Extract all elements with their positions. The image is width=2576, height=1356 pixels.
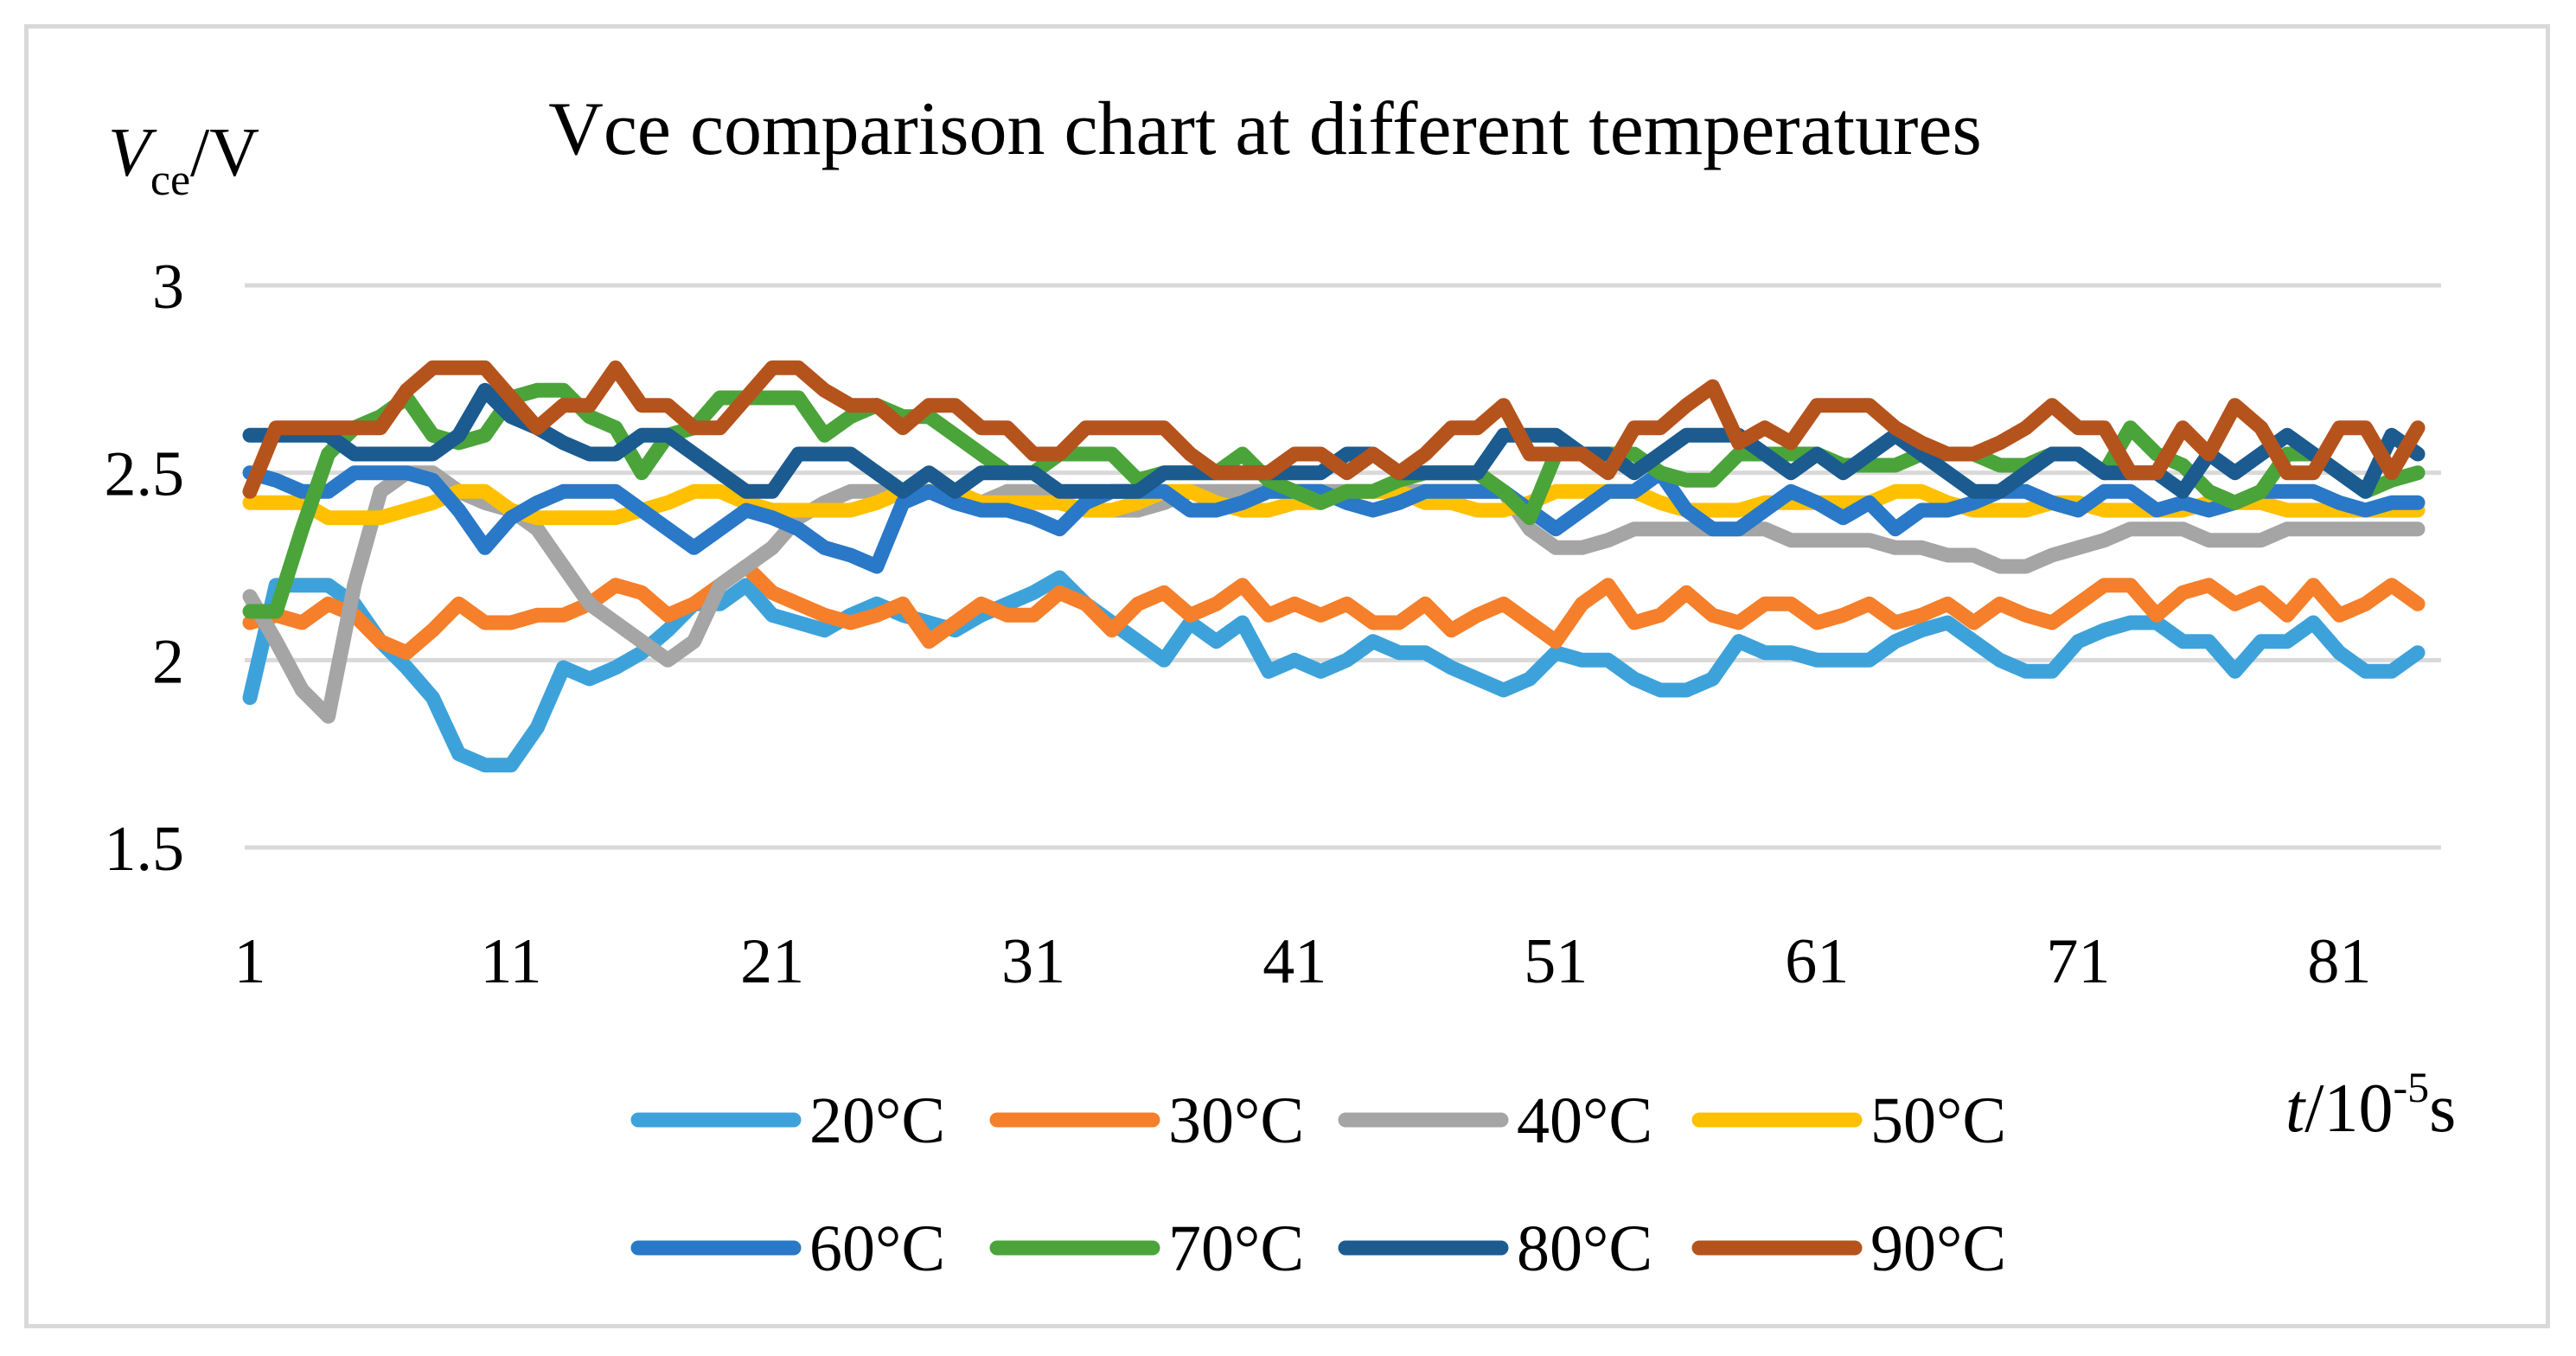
x-axis-label-exp: -5 <box>2393 1063 2429 1111</box>
x-tick-label: 1 <box>234 926 266 997</box>
x-tick-label: 81 <box>2307 926 2371 997</box>
x-tick-label: 11 <box>480 926 541 997</box>
x-tick-label: 21 <box>740 926 804 997</box>
legend-label: 90°C <box>1870 1212 2006 1285</box>
y-tick-label: 2 <box>152 626 184 697</box>
x-tick-label: 71 <box>2046 926 2110 997</box>
chart-title: Vce comparison chart at different temper… <box>548 87 1981 171</box>
legend-label: 60°C <box>809 1212 945 1285</box>
legend-label: 70°C <box>1168 1212 1304 1285</box>
x-tick-label: 41 <box>1262 926 1326 997</box>
chart-frame: Vce comparison chart at different temper… <box>24 24 2550 1328</box>
legend: 20°C 30°C 40°C 50°C 60°C 70°C 80°C 90°C <box>630 1084 2006 1285</box>
x-axis-label-main: t <box>2285 1071 2306 1147</box>
y-tick-label: 2.5 <box>105 439 185 510</box>
vce-line-chart: Vce comparison chart at different temper… <box>105 87 2457 1285</box>
y-tick-label: 1.5 <box>105 814 185 885</box>
y-tick-labels: 1.5 2 2.5 3 <box>105 252 185 885</box>
gridlines <box>245 283 2441 850</box>
x-tick-labels: 1 11 21 31 41 51 61 71 81 <box>234 926 2372 997</box>
legend-label: 40°C <box>1517 1084 1652 1157</box>
series-lines <box>242 360 2426 773</box>
legend-label: 20°C <box>809 1084 945 1157</box>
x-axis-label-unit: /10 <box>2304 1071 2393 1147</box>
y-axis-label-sub: ce <box>150 156 190 205</box>
legend-label: 50°C <box>1870 1084 2006 1157</box>
series-line-30c <box>242 559 2426 661</box>
y-axis-label: Vce/V <box>108 115 259 205</box>
x-axis-label: t/10-5s <box>2285 1063 2456 1147</box>
x-axis-label-suffix: s <box>2429 1071 2456 1147</box>
x-tick-label: 61 <box>1785 926 1849 997</box>
y-axis-label-unit: /V <box>190 115 259 191</box>
series-line-20c <box>242 570 2426 773</box>
y-axis-label-main: V <box>108 115 157 191</box>
y-tick-label: 3 <box>152 252 184 323</box>
x-tick-label: 31 <box>1001 926 1065 997</box>
legend-label: 80°C <box>1517 1212 1652 1285</box>
x-tick-label: 51 <box>1524 926 1588 997</box>
legend-label: 30°C <box>1168 1084 1304 1157</box>
series-line-90c <box>242 360 2426 499</box>
